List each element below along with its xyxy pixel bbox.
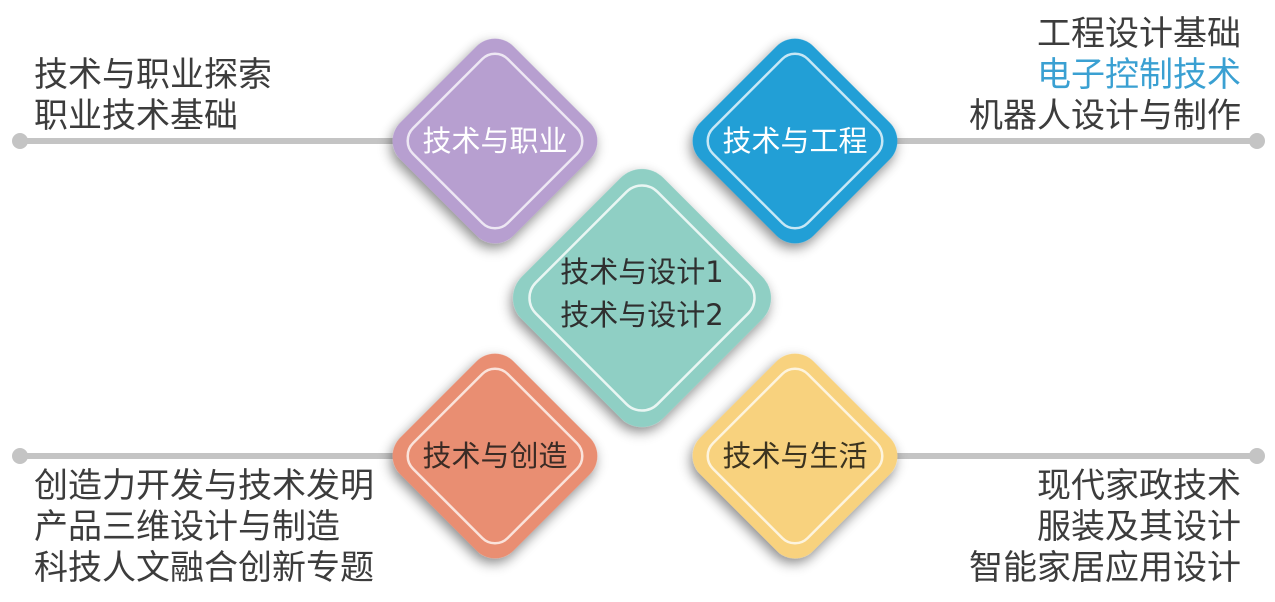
list-item: 产品三维设计与制造: [34, 507, 340, 547]
connector-dot-bottom-left: [12, 448, 28, 464]
connector-dot-top-left: [12, 133, 28, 149]
diamond-creation: 技术与创造: [392, 353, 598, 559]
list-item-highlighted: 电子控制技术: [1037, 55, 1241, 95]
connector-dot-top-right: [1249, 133, 1265, 149]
list-bottom-left: 创造力开发与技术发明 产品三维设计与制造 科技人文融合创新专题: [34, 466, 374, 589]
list-item: 机器人设计与制作: [969, 96, 1241, 136]
diamond-life: 技术与生活: [692, 353, 898, 559]
connector-dot-bottom-right: [1249, 448, 1265, 464]
diamond-career: 技术与职业: [392, 38, 598, 244]
list-item: 智能家居应用设计: [969, 548, 1241, 588]
list-top-left: 技术与职业探索 职业技术基础: [34, 55, 272, 137]
list-item: 职业技术基础: [34, 96, 238, 136]
list-item: 科技人文融合创新专题: [34, 548, 374, 588]
list-item: 工程设计基础: [1037, 14, 1241, 54]
diamond-engineering: 技术与工程: [692, 38, 898, 244]
list-bottom-right: 现代家政技术 服装及其设计 智能家居应用设计: [969, 466, 1241, 589]
list-item: 创造力开发与技术发明: [34, 466, 374, 506]
list-item: 技术与职业探索: [34, 55, 272, 95]
list-item: 服装及其设计: [1037, 507, 1241, 547]
list-top-right: 工程设计基础 电子控制技术 机器人设计与制作: [969, 14, 1241, 137]
connector-lines: [12, 133, 1265, 464]
list-item: 现代家政技术: [1037, 466, 1241, 506]
